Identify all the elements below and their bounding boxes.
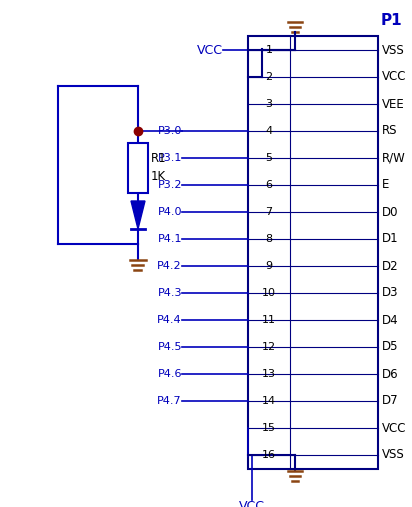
Text: R1: R1: [151, 153, 166, 165]
Text: 3: 3: [265, 99, 272, 109]
Text: P4.1: P4.1: [157, 234, 182, 244]
Text: 7: 7: [265, 207, 273, 217]
Text: 6: 6: [265, 180, 272, 190]
Text: 8: 8: [265, 234, 273, 244]
Text: D5: D5: [382, 341, 398, 353]
Text: VEE: VEE: [382, 97, 405, 111]
Text: 5: 5: [265, 153, 272, 163]
Text: VCC: VCC: [382, 421, 407, 434]
Text: VCC: VCC: [239, 500, 265, 507]
Text: D6: D6: [382, 368, 399, 380]
Text: P1: P1: [381, 13, 403, 28]
Bar: [128, 143, 148, 193]
Text: P4.2: P4.2: [157, 261, 182, 271]
Text: P4.3: P4.3: [157, 288, 182, 298]
Text: D2: D2: [382, 260, 399, 272]
Text: VSS: VSS: [382, 449, 405, 461]
Polygon shape: [131, 201, 145, 229]
Text: 1K: 1K: [151, 170, 166, 184]
Text: D3: D3: [382, 286, 398, 300]
Text: P4.4: P4.4: [157, 315, 182, 325]
Text: VSS: VSS: [382, 44, 405, 56]
Text: 12: 12: [262, 342, 276, 352]
Text: 1: 1: [265, 45, 272, 55]
Text: 10: 10: [262, 288, 276, 298]
Text: P3.1: P3.1: [158, 153, 182, 163]
Text: 11: 11: [262, 315, 276, 325]
Text: 9: 9: [265, 261, 273, 271]
Text: 2: 2: [265, 72, 273, 82]
Text: P4.6: P4.6: [157, 369, 182, 379]
Text: P3.2: P3.2: [157, 180, 182, 190]
Text: D1: D1: [382, 233, 399, 245]
Text: D4: D4: [382, 313, 399, 327]
Text: E: E: [382, 178, 389, 192]
Bar: [248, 36, 378, 469]
Text: RS: RS: [382, 125, 398, 137]
Text: D0: D0: [382, 205, 398, 219]
Text: P4.5: P4.5: [157, 342, 182, 352]
Text: 14: 14: [262, 396, 276, 406]
Text: VCC: VCC: [197, 44, 223, 56]
Text: 13: 13: [262, 369, 276, 379]
Text: VCC: VCC: [382, 70, 407, 84]
Text: P3.0: P3.0: [158, 126, 182, 136]
Text: P4.7: P4.7: [157, 396, 182, 406]
Text: D7: D7: [382, 394, 399, 408]
Text: 4: 4: [265, 126, 273, 136]
Text: 16: 16: [262, 450, 276, 460]
Text: R/W: R/W: [382, 152, 406, 164]
Text: P4.0: P4.0: [157, 207, 182, 217]
Text: 15: 15: [262, 423, 276, 433]
